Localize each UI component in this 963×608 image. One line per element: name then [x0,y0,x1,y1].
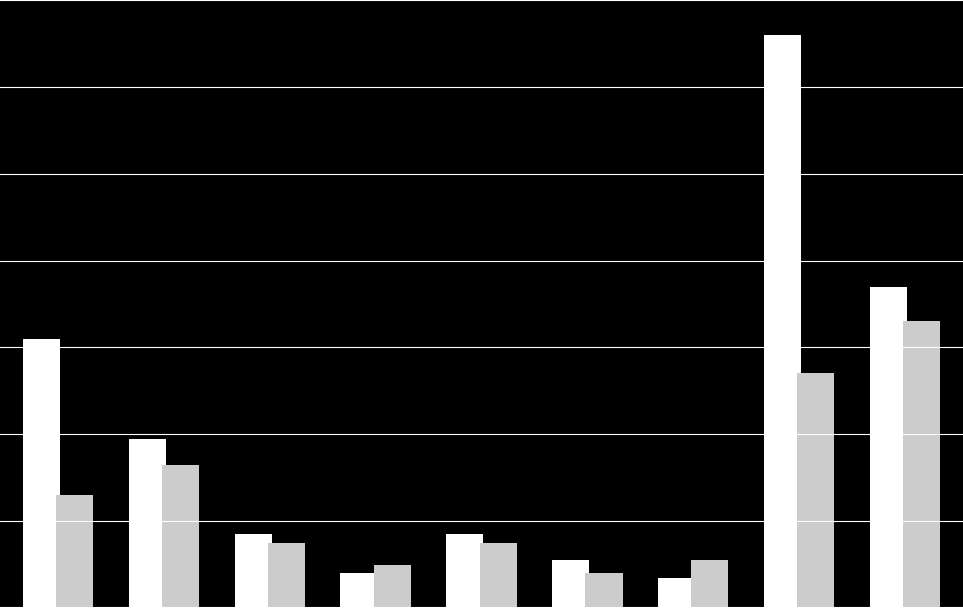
Bar [268,543,305,608]
Bar [870,286,906,608]
Bar [235,534,272,608]
Bar [446,534,483,608]
Bar [162,465,199,608]
Bar [691,560,728,608]
Bar [23,339,60,608]
Bar [903,322,940,608]
Bar [374,565,411,608]
Bar [764,35,801,608]
Bar [341,573,377,608]
Bar [586,573,622,608]
Bar [797,373,834,608]
Bar [57,495,93,608]
Bar [129,438,166,608]
Bar [658,578,695,608]
Bar [480,543,517,608]
Bar [552,560,589,608]
